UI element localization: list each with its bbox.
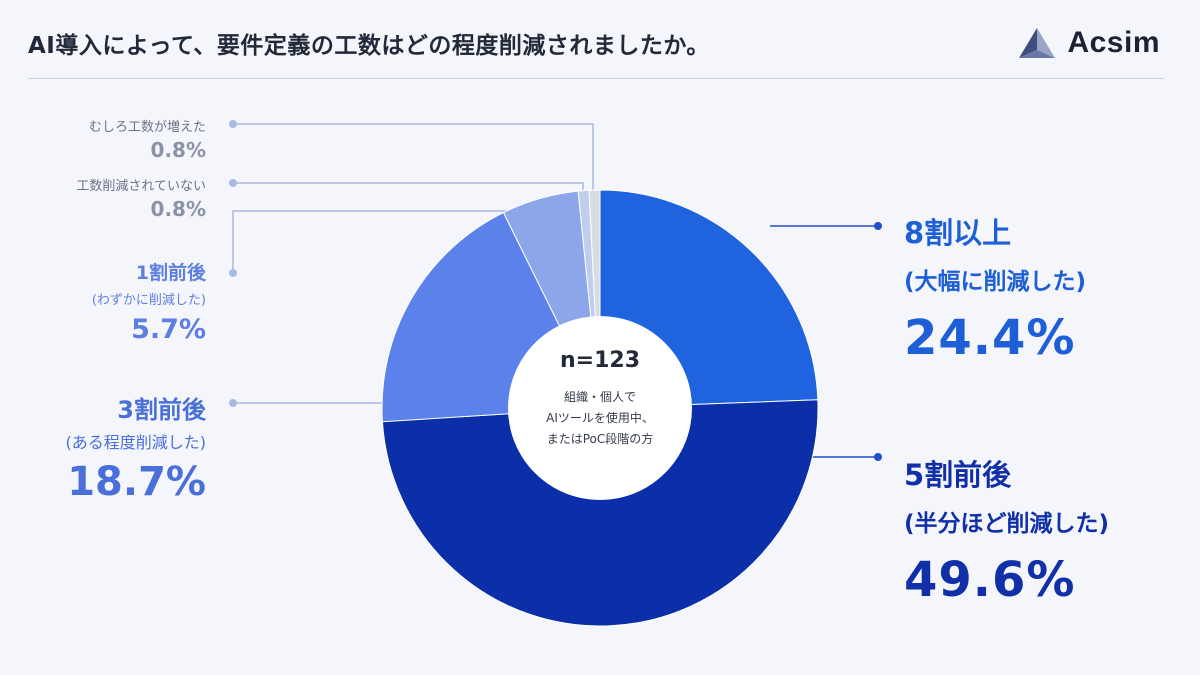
leader-dot [874,453,882,461]
label-sub: (わずかに削減した) [91,293,206,308]
label-name: 3割前後 [117,396,206,424]
header-divider [28,78,1164,79]
label-reduce80: 8割以上 (大幅に削減した) 24.4% [904,210,1086,366]
sample-note-line: またはPoC段階の方 [546,432,654,446]
label-name: 5割前後 [904,458,1012,492]
donut-slice [381,399,819,627]
leader-dot [229,120,237,128]
label-sub: (半分ほど削減した) [904,511,1110,537]
leader-line [232,210,520,273]
leader-dot [874,222,882,230]
label-increased: むしろ工数が増えた 0.8% [89,116,206,162]
leader-line [233,123,594,200]
label-percent: 24.4% [904,310,1076,366]
donut-hole [508,316,692,500]
label-name: むしろ工数が増えた [88,120,206,135]
label-percent: 0.8% [150,197,206,221]
leader-dot [229,179,237,187]
chart-center-label: n=123 組織・個人で AIツールを使用中、 またはPoC段階の方 [508,342,692,502]
sample-note-line: AIツールを使用中、 [546,411,654,425]
label-reduce50: 5割前後 (半分ほど削減した) 49.6% [904,452,1109,608]
label-percent: 49.6% [904,552,1076,608]
logo-text: Acsim [1067,26,1160,59]
label-sub: (大幅に削減した) [904,269,1087,295]
label-percent: 5.7% [131,314,206,345]
leader-dot [229,399,237,407]
triangle-mark-icon [1019,28,1056,58]
label-reduce30: 3割前後 (ある程度削減した) 18.7% [66,390,207,505]
label-name: 工数削減されていない [76,179,206,194]
label-percent: 0.8% [150,138,206,162]
leader-dot [229,269,237,277]
sample-size: n=123 [559,348,641,373]
sample-note: 組織・個人で AIツールを使用中、 またはPoC段階の方 [508,387,692,450]
label-sub: (ある程度削減した) [65,433,207,452]
logo: Acsim [1017,26,1160,60]
label-percent: 18.7% [67,459,206,505]
page-title: AI導入によって、要件定義の工数はどの程度削減されましたか。 [28,33,710,59]
label-name: 8割以上 [904,216,1012,250]
label-name: 1割前後 [135,262,206,284]
sample-note-line: 組織・個人で [563,390,636,404]
label-not-reduced: 工数削減されていない 0.8% [76,175,206,221]
leader-line [233,182,584,200]
label-reduce10: 1割前後 (わずかに削減した) 5.7% [92,258,206,345]
